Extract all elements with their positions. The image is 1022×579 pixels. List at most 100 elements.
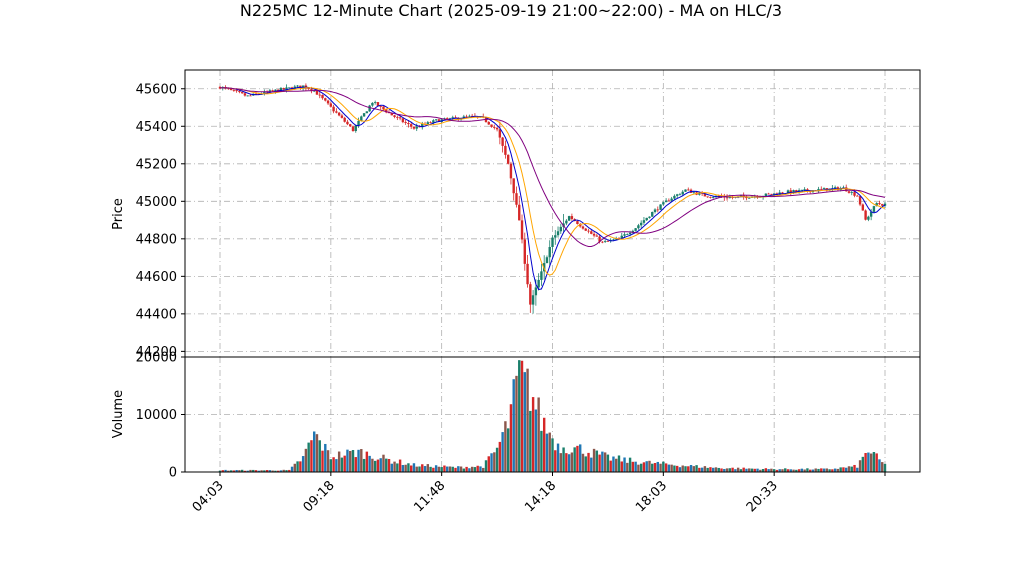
volume-bar bbox=[493, 452, 496, 472]
candle-body bbox=[565, 220, 568, 224]
candle-body bbox=[698, 192, 701, 195]
volume-bar bbox=[279, 470, 283, 472]
candle-body bbox=[307, 88, 310, 90]
volume-bar bbox=[750, 468, 754, 472]
candle-body bbox=[299, 85, 302, 88]
volume-bar bbox=[742, 467, 745, 472]
volume-bar bbox=[670, 464, 673, 472]
candle-body bbox=[587, 230, 590, 232]
candle-body bbox=[238, 91, 241, 93]
volume-bar bbox=[764, 468, 768, 472]
candle-body bbox=[570, 216, 574, 220]
volume-bar bbox=[808, 469, 812, 472]
candle-body bbox=[639, 222, 643, 226]
volume-bar bbox=[775, 469, 779, 472]
candle-body bbox=[401, 118, 405, 123]
volume-bar bbox=[221, 470, 224, 472]
volume-bar bbox=[393, 461, 396, 472]
candle-body bbox=[448, 118, 452, 120]
volume-bar bbox=[820, 468, 823, 472]
candle-body bbox=[390, 112, 393, 116]
candle-body bbox=[518, 204, 521, 221]
volume-bar bbox=[257, 470, 260, 472]
volume-bar bbox=[695, 465, 698, 472]
candle-body bbox=[318, 94, 321, 96]
volume-bar bbox=[728, 468, 732, 472]
volume-bar bbox=[232, 470, 236, 472]
volume-bar bbox=[612, 456, 615, 472]
candle-body bbox=[803, 189, 806, 191]
volume-bar bbox=[556, 443, 560, 472]
volume-bar bbox=[800, 468, 804, 472]
candle-body bbox=[373, 102, 377, 103]
candle-body bbox=[659, 204, 662, 210]
candle-body bbox=[443, 118, 446, 120]
volume-bar bbox=[570, 452, 574, 472]
volume-bar bbox=[720, 468, 723, 472]
candle-body bbox=[653, 209, 657, 213]
candle-body bbox=[684, 189, 687, 192]
volume-bar bbox=[592, 448, 596, 472]
volume-bar bbox=[501, 432, 504, 472]
candle-body bbox=[651, 212, 654, 217]
candle-body bbox=[451, 117, 454, 119]
candle-body bbox=[274, 89, 277, 91]
volume-tick-label: 0 bbox=[169, 466, 177, 481]
candle-body bbox=[315, 90, 319, 95]
volume-bar bbox=[770, 468, 773, 472]
candle-body bbox=[537, 279, 540, 288]
candle-body bbox=[379, 105, 382, 107]
volume-bar bbox=[454, 467, 457, 472]
x-tick-label: 20:33 bbox=[744, 478, 781, 515]
x-axis: 04:03 09:18 11:48 14:18 18:03 20:33 bbox=[190, 472, 886, 515]
candle-body bbox=[285, 87, 288, 90]
volume-bar bbox=[290, 466, 294, 472]
volume-bar bbox=[853, 464, 856, 472]
candle-body bbox=[465, 116, 468, 118]
volume-bar bbox=[446, 466, 449, 472]
candle-body bbox=[493, 127, 496, 128]
moving-average-line bbox=[220, 87, 886, 247]
volume-bar bbox=[620, 461, 623, 472]
volume-bar bbox=[845, 467, 848, 472]
candle-body bbox=[232, 89, 236, 91]
candle-body bbox=[584, 228, 587, 231]
candle-body bbox=[634, 228, 637, 231]
candle-body bbox=[254, 93, 258, 95]
volume-bar bbox=[806, 468, 809, 472]
volume-panel: 0 10000 20000 bbox=[136, 351, 921, 481]
volume-bar bbox=[313, 431, 316, 472]
candle-body bbox=[567, 216, 571, 221]
candle-body bbox=[728, 197, 732, 199]
volume-axis-label: Volume bbox=[111, 390, 126, 438]
volume-bar bbox=[404, 464, 407, 472]
volume-bar bbox=[293, 463, 297, 472]
candle-body bbox=[434, 119, 438, 121]
x-tick-label: 04:03 bbox=[190, 478, 227, 515]
volume-bar bbox=[786, 469, 790, 472]
volume-bar bbox=[218, 470, 222, 472]
volume-bar bbox=[343, 455, 346, 472]
volume-bar bbox=[390, 463, 393, 472]
volume-bar bbox=[490, 453, 493, 472]
volume-bar bbox=[803, 469, 806, 472]
volume-bar bbox=[617, 455, 621, 472]
candle-body bbox=[531, 295, 535, 305]
volume-bar bbox=[357, 449, 360, 472]
volume-bar bbox=[371, 458, 374, 472]
volume-bar bbox=[673, 465, 676, 472]
volume-bar bbox=[462, 468, 466, 472]
candle-body bbox=[878, 203, 881, 205]
volume-bar bbox=[451, 466, 454, 472]
candle-body bbox=[246, 95, 249, 97]
candle-body bbox=[822, 188, 826, 190]
volume-bar bbox=[415, 466, 418, 472]
volume-bar bbox=[304, 448, 308, 472]
volume-bar bbox=[590, 457, 593, 472]
volume-bar bbox=[772, 469, 776, 472]
volume-bar bbox=[252, 469, 255, 472]
candle-body bbox=[637, 225, 640, 229]
volume-bar bbox=[515, 375, 518, 472]
volume-bar bbox=[581, 453, 585, 472]
volume-bar bbox=[822, 468, 826, 472]
